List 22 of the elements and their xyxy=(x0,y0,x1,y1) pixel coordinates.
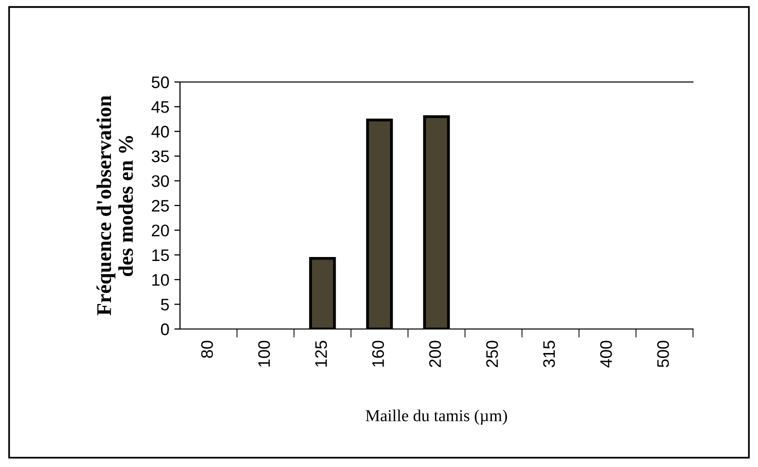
x-tick-label: 200 xyxy=(429,340,441,368)
x-tick-label: 125 xyxy=(315,340,327,367)
y-tick-label: 15 xyxy=(152,249,169,262)
y-tick-label: 5 xyxy=(160,298,169,311)
x-tick-label: 250 xyxy=(486,340,498,368)
y-tick-label: 35 xyxy=(152,150,169,162)
y-tick-label: 20 xyxy=(152,224,169,236)
y-tick-label: 0 xyxy=(160,323,169,336)
x-tick-label: 100 xyxy=(258,340,270,367)
x-tick-label: 500 xyxy=(657,340,669,368)
y-tick-label: 10 xyxy=(152,274,169,286)
x-tick-label: 160 xyxy=(372,340,384,367)
y-axis-title: Fréquence d'observation des modes en % xyxy=(96,96,133,316)
y-tick-label: 25 xyxy=(152,200,169,212)
x-tick-label: 400 xyxy=(600,340,612,368)
x-tick-label: 315 xyxy=(543,340,555,368)
x-axis-title: Maille du tamis (µm) xyxy=(366,410,507,425)
x-tick-label: 80 xyxy=(201,340,213,358)
y-tick-label: 30 xyxy=(152,175,169,188)
y-tick-label: 45 xyxy=(151,101,169,113)
y-tick-label: 50 xyxy=(152,76,169,88)
y-tick-label: 40 xyxy=(151,126,169,138)
